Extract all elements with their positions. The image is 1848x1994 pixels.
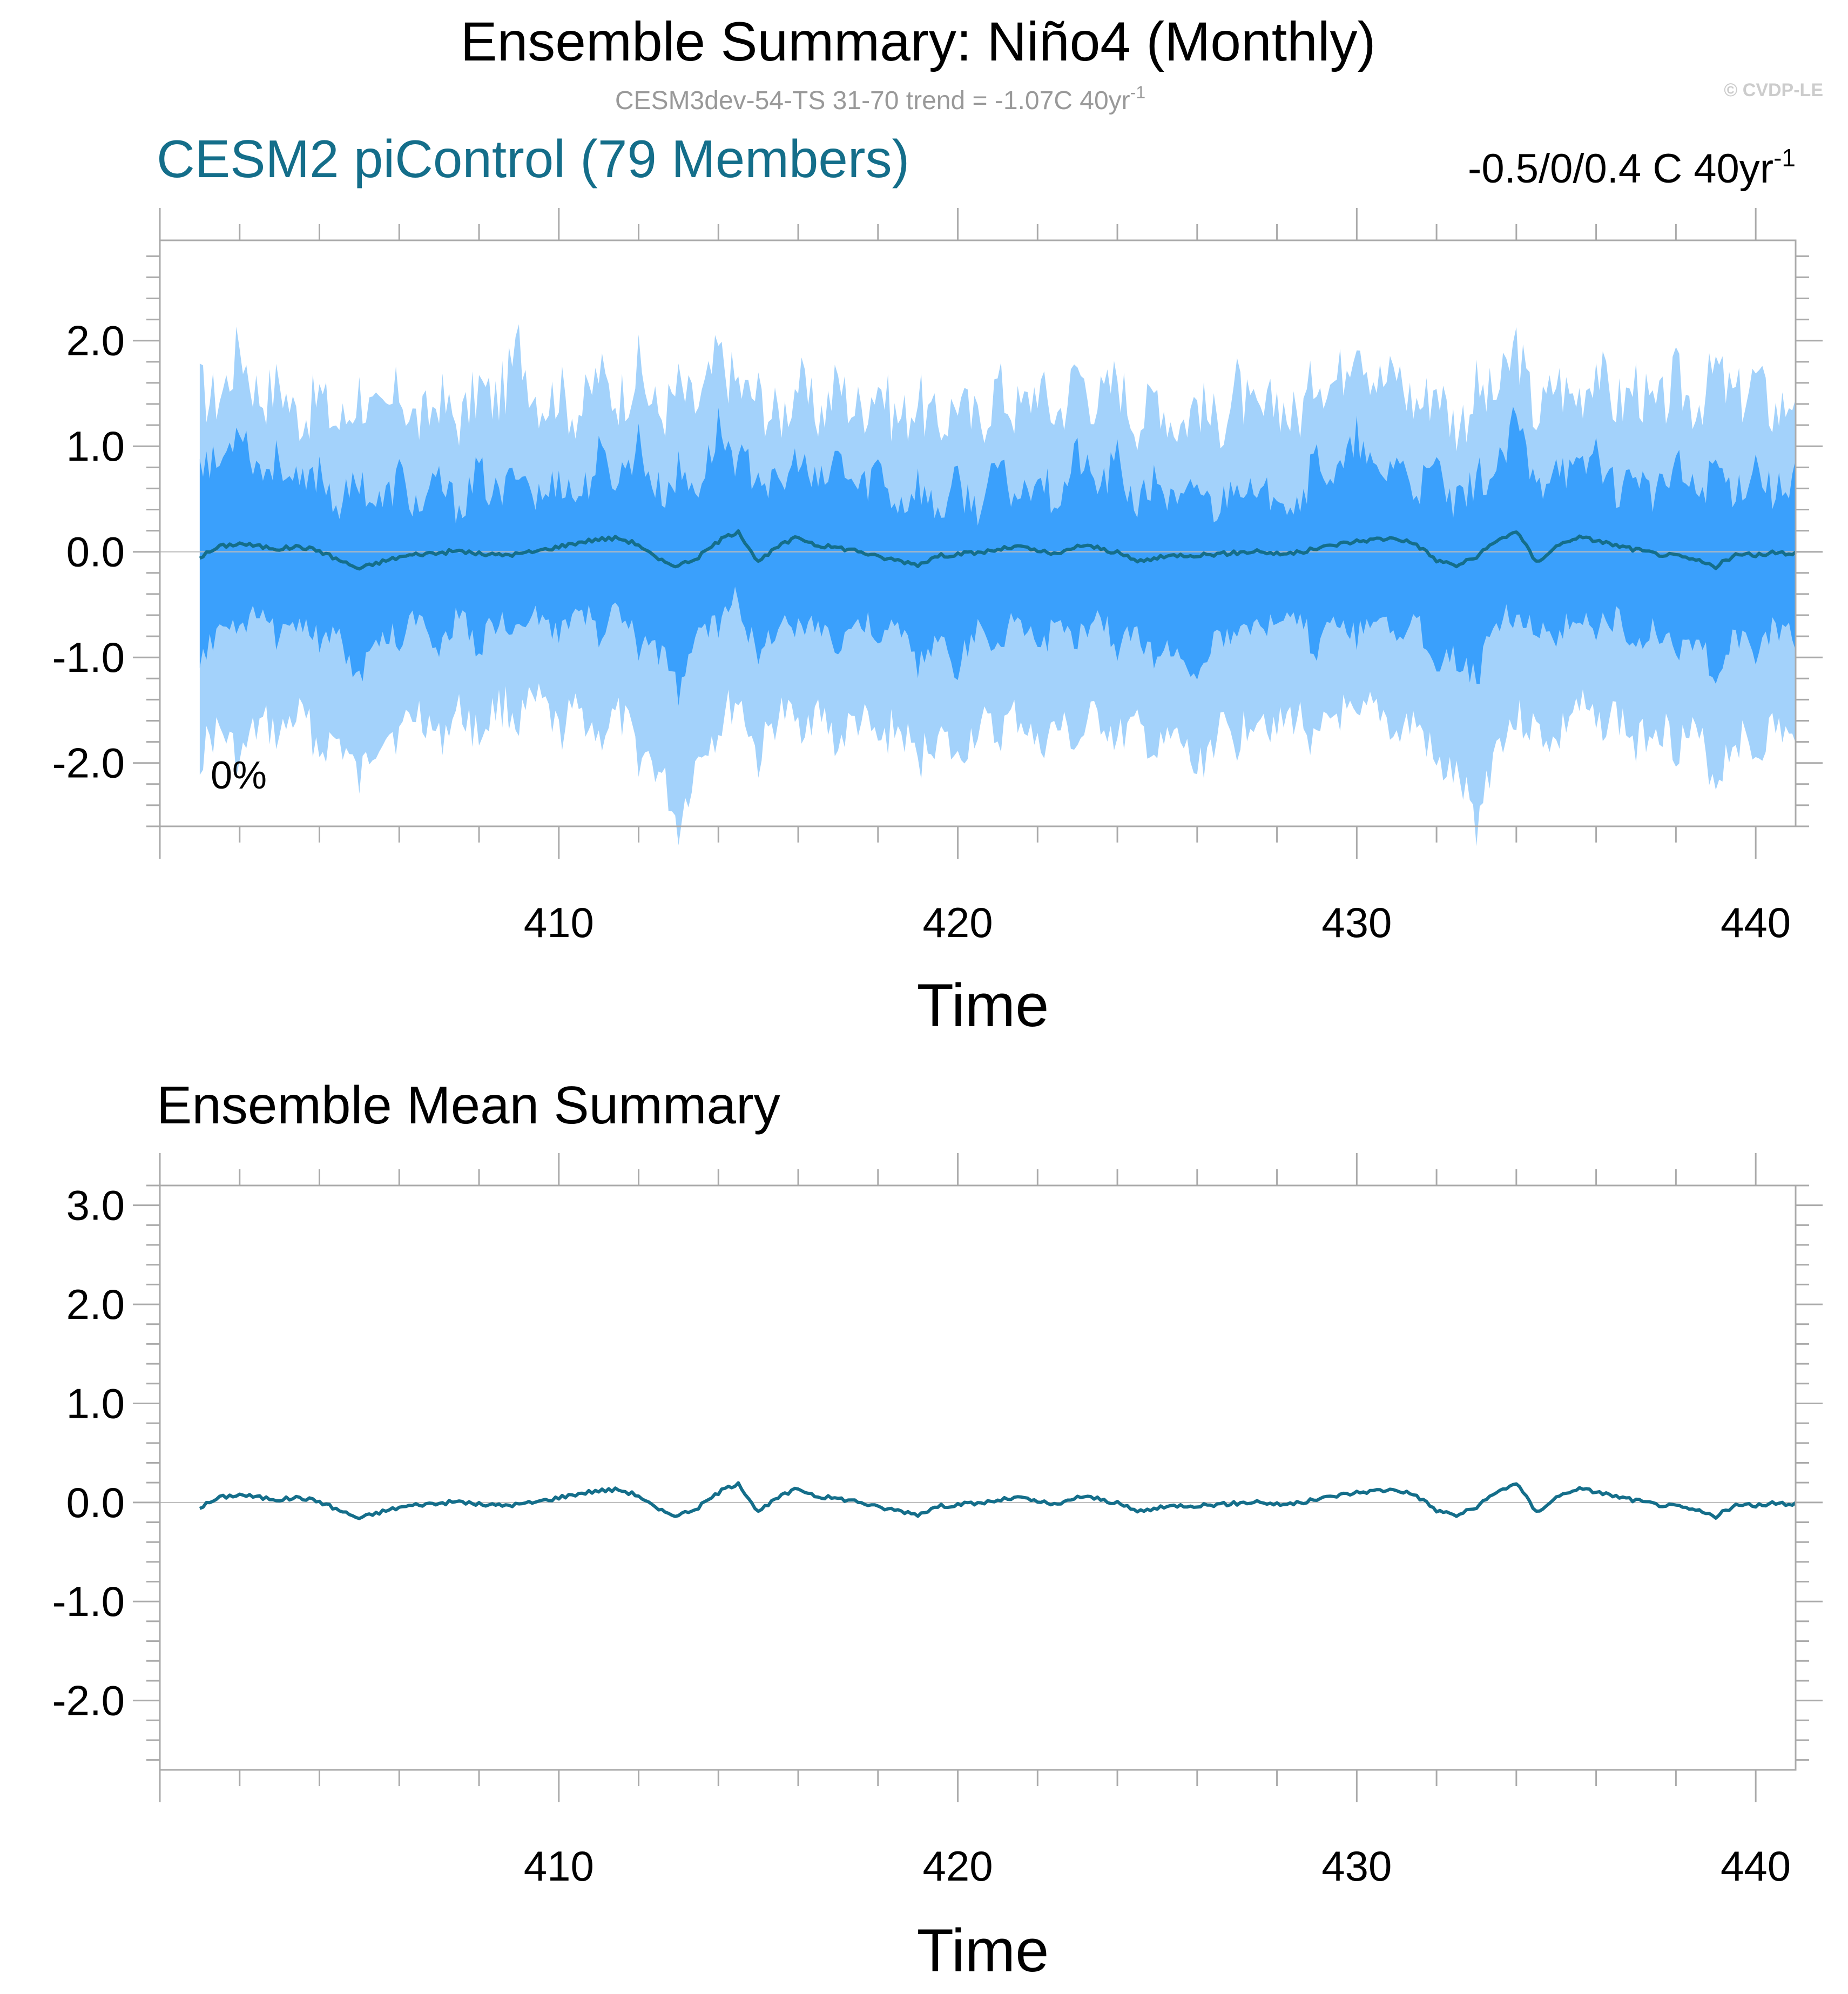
panel2-y-tick-label: 1.0 bbox=[66, 1379, 125, 1427]
ensemble-mean-plot-area: -2.0 -1.0 0.0 1.0 2.0 3.0 410 420 430 440 bbox=[52, 1153, 1823, 1890]
panel2-x-tick-label: 440 bbox=[1721, 1842, 1791, 1890]
panel2-y-tick-label: 2.0 bbox=[66, 1281, 125, 1328]
panel1-ensemble-mean-line bbox=[199, 529, 1797, 571]
panel2-y-tick-label: -1.0 bbox=[52, 1578, 125, 1625]
panel1-x-tick-label: 440 bbox=[1721, 899, 1791, 946]
panel1-plot-frame bbox=[159, 239, 1797, 827]
panel1-inner-band bbox=[199, 407, 1796, 706]
panel1-y-tick-label: -2.0 bbox=[52, 739, 125, 787]
panel1-y-tick-label: -1.0 bbox=[52, 634, 125, 681]
panel1-right-title-sup: -1 bbox=[1773, 144, 1796, 172]
panel2-y-tick-label: 3.0 bbox=[66, 1182, 125, 1229]
panel1-x-tick-label: 420 bbox=[922, 899, 993, 946]
panel1-y-tick-label: 1.0 bbox=[66, 422, 125, 470]
copyright-label: © CVDP-LE bbox=[1724, 80, 1823, 100]
panel2-ensemble-mean-line bbox=[199, 1481, 1797, 1520]
subtitle-text: CESM3dev-54-TS 31-70 trend = -1.07C 40yr bbox=[615, 86, 1130, 115]
panel2-y-tick-label: 0.0 bbox=[66, 1479, 125, 1526]
subtitle-sup: -1 bbox=[1130, 83, 1145, 102]
panel1-x-axis-title: Time bbox=[917, 972, 1049, 1039]
panel2-x-axis-title: Time bbox=[917, 1917, 1049, 1984]
panel1-y-tick-label: 0.0 bbox=[66, 528, 125, 576]
panel2-x-tick-label: 420 bbox=[922, 1842, 993, 1890]
panel1-right-title-text: -0.5/0/0.4 C 40yr bbox=[1468, 146, 1773, 192]
panel1-right-title: -0.5/0/0.4 C 40yr-1 bbox=[1468, 144, 1796, 192]
panel1-left-title: CESM2 piControl (79 Members) bbox=[157, 129, 909, 188]
subtitle: CESM3dev-54-TS 31-70 trend = -1.07C 40yr… bbox=[615, 83, 1145, 115]
ensemble-mean-panel: Ensemble Mean Summary -2.0 -1.0 0.0 1.0 2.0 3… bbox=[52, 1075, 1823, 1984]
main-title: Ensemble Summary: Niño4 (Monthly) bbox=[461, 11, 1376, 72]
panel2-plot-frame bbox=[159, 1184, 1797, 1771]
panel2-y-tick-label: -2.0 bbox=[52, 1677, 125, 1724]
panel1-annotation: 0% bbox=[211, 754, 267, 797]
ensemble-plot-area: -2.0 -1.0 0.0 1.0 2.0 410 420 430 440 bbox=[52, 208, 1823, 946]
panel1-x-tick-label: 430 bbox=[1321, 899, 1392, 946]
ensemble-panel: CESM2 piControl (79 Members) -0.5/0/0.4 … bbox=[52, 129, 1823, 1039]
panel2-x-tick-label: 430 bbox=[1321, 1842, 1392, 1890]
panel2-x-tick-label: 410 bbox=[524, 1842, 594, 1890]
panel1-x-tick-label: 410 bbox=[524, 899, 594, 946]
panel2-left-title: Ensemble Mean Summary bbox=[157, 1075, 780, 1135]
panel1-y-tick-label: 2.0 bbox=[66, 317, 125, 365]
